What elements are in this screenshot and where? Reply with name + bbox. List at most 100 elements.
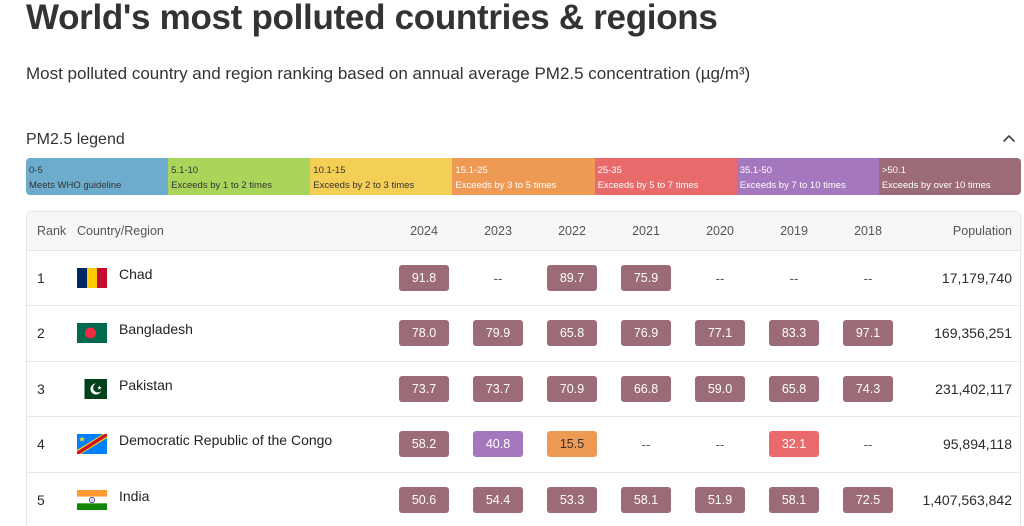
legend-range: 15.1-25 bbox=[455, 165, 488, 176]
pm25-value: 53.3 bbox=[547, 486, 597, 513]
pm25-value: 40.8 bbox=[473, 431, 523, 458]
pm25-value: -- bbox=[641, 437, 651, 453]
pm25-value: 77.1 bbox=[695, 320, 745, 347]
legend-item: 35.1-50 Exceeds by 7 to 10 times bbox=[736, 158, 879, 195]
header-population[interactable]: Population bbox=[905, 212, 1020, 251]
population-cell: 17,179,740 bbox=[941, 269, 1012, 286]
legend-title: PM2.5 legend bbox=[26, 131, 125, 148]
legend-range: 25-35 bbox=[597, 165, 622, 176]
legend-label: Exceeds by 5 to 7 times bbox=[597, 180, 699, 191]
pm25-value: 51.9 bbox=[695, 486, 745, 513]
pm25-value: 70.9 bbox=[547, 375, 597, 402]
population-cell: 1,407,563,842 bbox=[922, 491, 1012, 508]
pm25-value: 72.5 bbox=[843, 486, 893, 513]
population-cell: 169,356,251 bbox=[934, 325, 1012, 342]
pm25-value: 50.6 bbox=[399, 486, 449, 513]
legend-header[interactable]: PM2.5 legend bbox=[26, 131, 1020, 151]
pm25-value: 65.8 bbox=[769, 375, 819, 402]
pm25-legend-bar: 0-5 Meets WHO guideline 5.1-10 Exceeds b… bbox=[26, 158, 1021, 195]
legend-label: Exceeds by over 10 times bbox=[881, 180, 991, 191]
chad-flag-icon bbox=[77, 267, 107, 288]
header-year[interactable]: 2018 bbox=[831, 212, 905, 251]
country-cell[interactable]: Pakistan bbox=[77, 376, 387, 399]
pm25-value: -- bbox=[863, 437, 873, 453]
pm25-value: 15.5 bbox=[547, 431, 597, 458]
legend-label: Exceeds by 1 to 2 times bbox=[171, 180, 272, 191]
chevron-up-icon[interactable] bbox=[1000, 129, 1018, 147]
pm25-value: 76.9 bbox=[621, 320, 671, 347]
country-cell[interactable]: India bbox=[77, 487, 387, 510]
country-name[interactable]: Democratic Republic of the Congo bbox=[119, 432, 333, 449]
legend-item: >50.1 Exceeds by over 10 times bbox=[878, 158, 1021, 195]
legend-label: Meets WHO guideline bbox=[29, 180, 122, 191]
pm25-value: 59.0 bbox=[695, 375, 745, 402]
legend-label: Exceeds by 3 to 5 times bbox=[455, 180, 557, 191]
pm25-value: 74.3 bbox=[843, 375, 893, 402]
country-cell[interactable]: Chad bbox=[77, 265, 387, 288]
pm25-value: 73.7 bbox=[399, 375, 449, 402]
pm25-value: 58.2 bbox=[399, 431, 449, 458]
header-year[interactable]: 2019 bbox=[757, 212, 831, 251]
header-year[interactable]: 2023 bbox=[461, 212, 535, 251]
table-row[interactable]: 1 Chad 91.8 -- 89.7 75.9 -- - bbox=[27, 250, 1020, 306]
legend-range: 35.1-50 bbox=[739, 165, 772, 176]
population-cell: 95,894,118 bbox=[942, 436, 1012, 453]
pm25-value: -- bbox=[715, 437, 725, 453]
rank-cell: 3 bbox=[37, 380, 45, 397]
header-rank[interactable]: Rank bbox=[27, 212, 77, 251]
country-cell[interactable]: Bangladesh bbox=[77, 321, 387, 344]
legend-range: 5.1-10 bbox=[171, 165, 199, 176]
pakistan-flag-icon bbox=[77, 378, 107, 399]
legend-range: 0-5 bbox=[29, 165, 43, 176]
country-cell[interactable]: Democratic Republic of the Congo bbox=[77, 432, 387, 455]
rank-cell: 4 bbox=[37, 436, 45, 453]
country-name[interactable]: Bangladesh bbox=[119, 321, 193, 338]
pm25-value: 58.1 bbox=[621, 486, 671, 513]
rank-cell: 2 bbox=[37, 325, 45, 342]
pm25-value: 89.7 bbox=[547, 264, 597, 291]
legend-range: 10.1-15 bbox=[313, 165, 346, 176]
legend-label: Exceeds by 7 to 10 times bbox=[739, 180, 846, 191]
drc-flag-icon bbox=[77, 434, 107, 455]
header-year[interactable]: 2021 bbox=[609, 212, 683, 251]
pm25-value: 65.8 bbox=[547, 320, 597, 347]
pm25-value: -- bbox=[715, 270, 725, 286]
rank-cell: 1 bbox=[37, 269, 45, 286]
page-subtitle: Most polluted country and region ranking… bbox=[26, 64, 751, 83]
pm25-value: -- bbox=[789, 270, 799, 286]
pm25-value: 32.1 bbox=[769, 431, 819, 458]
pm25-value: 79.9 bbox=[473, 320, 523, 347]
legend-item: 5.1-10 Exceeds by 1 to 2 times bbox=[168, 158, 311, 195]
pm25-value: -- bbox=[493, 270, 503, 286]
pm25-value: 78.0 bbox=[399, 320, 449, 347]
header-year[interactable]: 2024 bbox=[387, 212, 461, 251]
header-year[interactable]: 2022 bbox=[535, 212, 609, 251]
legend-range: >50.1 bbox=[881, 165, 906, 176]
rank-cell: 5 bbox=[37, 491, 45, 508]
country-name[interactable]: Chad bbox=[119, 265, 153, 282]
pm25-value: 97.1 bbox=[843, 320, 893, 347]
pm25-value: 66.8 bbox=[621, 375, 671, 402]
legend-item: 15.1-25 Exceeds by 3 to 5 times bbox=[452, 158, 595, 195]
header-country[interactable]: Country/Region bbox=[77, 212, 387, 251]
header-year[interactable]: 2020 bbox=[683, 212, 757, 251]
country-name[interactable]: India bbox=[119, 487, 150, 504]
table-header-row: Rank Country/Region 2024 2023 2022 2021 … bbox=[27, 212, 1020, 251]
table-row[interactable]: 5 India 50.6 54.4 53.3 bbox=[27, 472, 1020, 526]
pm25-value: 75.9 bbox=[621, 264, 671, 291]
table-row[interactable]: 2 Bangladesh 78.0 79.9 65.8 76.9 77.1 83… bbox=[27, 306, 1020, 361]
pm25-value: 58.1 bbox=[769, 486, 819, 513]
table-row[interactable]: 4 Democratic Republic of the Congo 58.2 … bbox=[27, 417, 1020, 472]
india-flag-icon bbox=[77, 489, 107, 510]
legend-item: 10.1-15 Exceeds by 2 to 3 times bbox=[310, 158, 453, 195]
bangladesh-flag-icon bbox=[77, 323, 107, 344]
legend-item: 0-5 Meets WHO guideline bbox=[26, 158, 169, 195]
table-row[interactable]: 3 Pakistan 73.7 73.7 70 bbox=[27, 361, 1020, 417]
population-cell: 231,402,117 bbox=[935, 380, 1012, 397]
ranking-table: Rank Country/Region 2024 2023 2022 2021 … bbox=[26, 211, 1021, 526]
legend-item: 25-35 Exceeds by 5 to 7 times bbox=[594, 158, 737, 195]
page-title: World's most polluted countries & region… bbox=[26, 0, 718, 37]
country-name[interactable]: Pakistan bbox=[119, 376, 173, 393]
pm25-value: -- bbox=[863, 270, 873, 286]
pm25-value: 73.7 bbox=[473, 375, 523, 402]
